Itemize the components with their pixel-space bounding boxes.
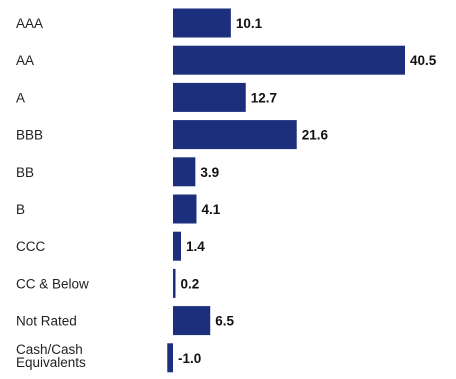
value-label-cash-cash-equivalents: -1.0 xyxy=(178,351,201,366)
category-label-bb: BB xyxy=(16,165,34,180)
category-label-cc-below: CC & Below xyxy=(16,276,89,291)
value-label-bbb: 21.6 xyxy=(302,128,329,143)
value-label-aaa: 10.1 xyxy=(236,16,263,31)
category-label-not-rated: Not Rated xyxy=(16,314,77,329)
category-label-b: B xyxy=(16,202,25,217)
category-label-bbb: BBB xyxy=(16,128,43,143)
value-label-cc-below: 0.2 xyxy=(181,276,200,291)
value-label-ccc: 1.4 xyxy=(186,239,205,254)
bar-a xyxy=(173,82,246,112)
value-label-b: 4.1 xyxy=(201,202,220,217)
category-label-a: A xyxy=(16,90,25,105)
bar-cc-below xyxy=(173,268,176,298)
bar-b xyxy=(173,194,197,224)
category-label-ccc: CCC xyxy=(16,239,45,254)
bar-not-rated xyxy=(173,306,211,336)
value-label-a: 12.7 xyxy=(251,90,277,105)
category-label-aaa: AAA xyxy=(16,16,43,31)
bar-bb xyxy=(173,157,196,187)
value-label-bb: 3.9 xyxy=(200,165,219,180)
value-label-aa: 40.5 xyxy=(410,53,437,68)
category-label-aa: AA xyxy=(16,53,34,68)
bar-ccc xyxy=(173,231,182,261)
bar-bbb xyxy=(173,120,297,150)
bar-aa xyxy=(173,45,405,75)
value-label-not-rated: 6.5 xyxy=(215,314,234,329)
bar-cash-cash-equivalents xyxy=(167,343,173,373)
category-label-cash-cash-equivalents: Cash/Cash Equivalents xyxy=(16,342,86,370)
bar-aaa xyxy=(173,8,231,38)
